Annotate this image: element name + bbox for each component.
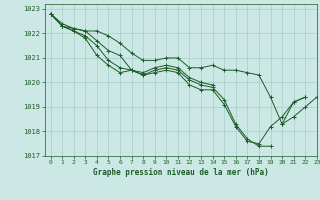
X-axis label: Graphe pression niveau de la mer (hPa): Graphe pression niveau de la mer (hPa) [93, 168, 269, 177]
